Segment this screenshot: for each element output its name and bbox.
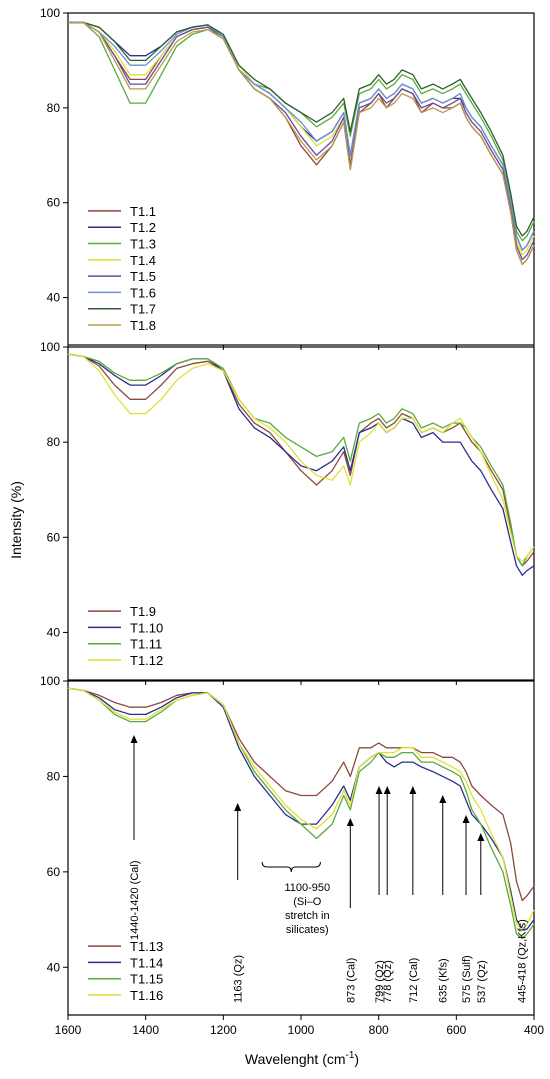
annotation-arrow-head <box>439 795 447 803</box>
legend-label: T1.12 <box>130 653 163 668</box>
legend-label: T1.1 <box>130 204 156 219</box>
x-tick-label: 1600 <box>55 1023 82 1037</box>
legend-label: T1.15 <box>130 972 163 987</box>
annotation-arrow-head <box>375 786 383 794</box>
annotation-label: 537 (Qz) <box>476 960 488 1003</box>
x-axis-title: Wavelenght (cm-1) <box>245 1050 359 1067</box>
annotation-label: 635 (Kfs) <box>438 958 450 1003</box>
x-tick-label: 600 <box>446 1023 466 1037</box>
y-tick-label: 40 <box>47 625 61 639</box>
legend-label: T1.4 <box>130 253 156 268</box>
legend-label: T1.11 <box>130 637 162 652</box>
annotation-label: 873 (Cal) <box>345 958 357 1003</box>
series-line-T1-3 <box>68 21 535 242</box>
y-tick-label: 80 <box>47 435 61 449</box>
x-tick-label: 800 <box>369 1023 389 1037</box>
series-line-T1-6 <box>68 21 535 251</box>
annotation-arrow-head <box>462 815 470 823</box>
brace-mark <box>261 861 321 873</box>
legend-label: T1.14 <box>130 955 163 970</box>
annotation-arrow-head <box>130 735 138 743</box>
legend-label: T1.13 <box>130 939 163 954</box>
series-line-T1-16 <box>67 687 535 930</box>
y-tick-label: 40 <box>47 291 61 305</box>
legend-label: T1.6 <box>130 285 156 300</box>
brace-label-line: silicates) <box>286 924 329 936</box>
legend-label: T1.8 <box>130 318 156 333</box>
x-tick-label: 400 <box>524 1023 544 1037</box>
brace-label-line: 1100-950 <box>284 882 330 894</box>
legend-label: T1.10 <box>130 620 163 635</box>
legend-label: T1.5 <box>130 269 156 284</box>
annotation-label: 778 (Qz) <box>382 960 394 1003</box>
brace-label-line: stretch in <box>285 910 330 922</box>
series-line-T1-8 <box>68 21 535 266</box>
y-tick-label: 100 <box>40 340 60 354</box>
annotation-label: 1440-1420 (Cal) <box>129 861 141 941</box>
y-tick-label: 80 <box>47 769 61 783</box>
y-tick-label: 60 <box>47 865 61 879</box>
y-tick-label: 100 <box>40 6 60 20</box>
annotation-label: 712 (Cal) <box>408 958 420 1003</box>
legend-label: T1.2 <box>130 220 156 235</box>
brace-label-line: (Si–O <box>293 896 322 908</box>
annotation-arrow-head <box>409 786 417 794</box>
y-tick-label: 60 <box>47 196 61 210</box>
series-line-T1-11 <box>67 353 535 567</box>
x-axis-title-superscript: -1 <box>346 1050 355 1061</box>
annotation-label: 799 (Qz) <box>374 960 386 1003</box>
x-axis-title-close: ) <box>354 1051 359 1067</box>
legend-label: T1.9 <box>130 604 156 619</box>
annotation-arrow-head <box>477 833 485 841</box>
legend-label: T1.7 <box>130 302 156 317</box>
annotation-arrow-head <box>234 803 242 811</box>
annotation-arrow-head <box>346 818 354 826</box>
y-axis-title: Intensity (%) <box>8 481 24 559</box>
series-line-T1-9 <box>67 353 535 567</box>
y-tick-label: 40 <box>47 960 61 974</box>
y-tick-label: 80 <box>47 101 61 115</box>
series-line-T1-12 <box>67 353 535 562</box>
series-line-T1-7 <box>68 21 535 237</box>
series-line-T1-5 <box>68 21 535 261</box>
legend-label: T1.16 <box>130 988 163 1003</box>
y-tick-label: 100 <box>40 674 60 688</box>
y-tick-label: 60 <box>47 530 61 544</box>
x-axis-title-main: Wavelenght (cm <box>245 1051 346 1067</box>
legend-label: T1.3 <box>130 237 156 252</box>
panel-1: 40 60 80 100 T1.1T1.2 T1.3T1.4T1.5T1.6 T1.7T1.… <box>40 6 535 350</box>
series-line-T1-10 <box>67 353 535 576</box>
series-line-T1-13 <box>67 687 535 902</box>
x-tick-label: 1000 <box>288 1023 315 1037</box>
annotation-label: 1163 (Qz) <box>233 955 245 1003</box>
x-tick-label: 1400 <box>132 1023 159 1037</box>
annotation-arrow-head <box>383 786 391 794</box>
annotation-label: 445-418 (Qz,Kfs) <box>517 919 529 1003</box>
x-tick-label: 1200 <box>210 1023 237 1037</box>
annotation-label: 575 (Sulf) <box>461 955 473 1003</box>
